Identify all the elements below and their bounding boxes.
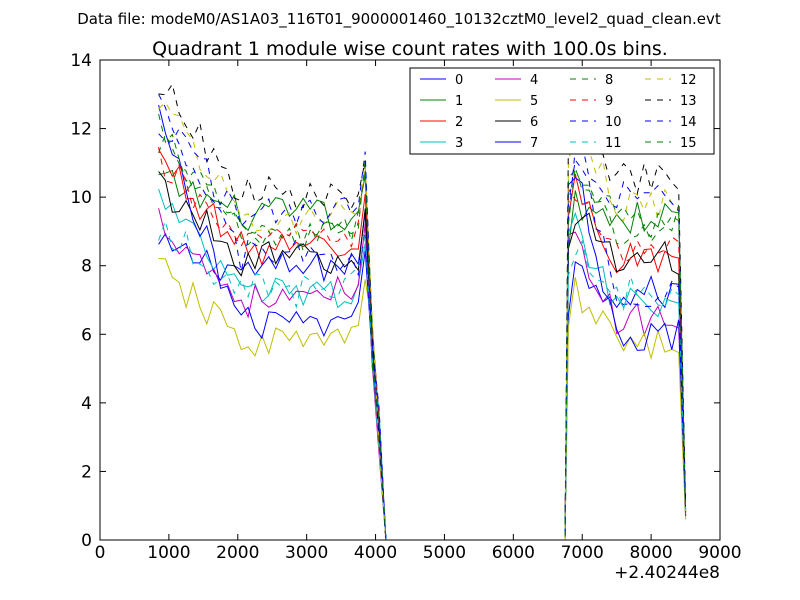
- legend-label-5: 5: [530, 94, 538, 109]
- legend-label-8: 8: [605, 73, 613, 88]
- x-offset-label: +2.40244e8: [614, 563, 720, 583]
- axes-ticks: 0 1000 2000 3000 4000 5000 6000 7000 8000 9000 0 2 4…: [70, 51, 741, 563]
- x-tick-label: 6000: [492, 543, 535, 563]
- series-line-0: [158, 212, 687, 541]
- x-tick-label: 1000: [147, 543, 190, 563]
- x-tick-label: 5000: [423, 543, 466, 563]
- x-tick-label: 9000: [698, 543, 741, 563]
- legend-box: [409, 67, 715, 155]
- legend-label-4: 4: [530, 73, 538, 88]
- chart-title: Quadrant 1 module wise count rates with …: [152, 38, 668, 60]
- legend-label-2: 2: [455, 115, 463, 130]
- series-line-13: [158, 82, 687, 541]
- legend-label-15: 15: [680, 136, 697, 151]
- series-line-9: [158, 146, 687, 541]
- y-tick-label: 4: [81, 394, 92, 414]
- legend-label-11: 11: [605, 136, 622, 151]
- legend-label-10: 10: [605, 115, 622, 130]
- legend-label-13: 13: [680, 94, 697, 109]
- x-tick-label: 2000: [216, 543, 259, 563]
- y-tick-label: 12: [70, 120, 92, 140]
- legend-label-1: 1: [455, 94, 463, 109]
- legend-label-9: 9: [605, 94, 613, 109]
- chart-suptitle: Data file: modeM0/AS1A03_116T01_90000014…: [77, 10, 721, 29]
- x-tick-label: 3000: [285, 543, 328, 563]
- legend-label-14: 14: [680, 115, 697, 130]
- plot-frame: [99, 59, 721, 541]
- legend-label-12: 12: [680, 73, 697, 88]
- y-tick-label: 14: [70, 51, 92, 71]
- series-line-7: [158, 104, 687, 541]
- legend-label-6: 6: [530, 115, 538, 130]
- series-line-4: [158, 208, 687, 541]
- legend-label-7: 7: [530, 136, 538, 151]
- x-tick-label: 4000: [354, 543, 397, 563]
- x-tick-label: 8000: [629, 543, 672, 563]
- series-line-15: [158, 133, 687, 541]
- y-tick-label: 2: [81, 462, 92, 482]
- y-tick-label: 8: [81, 257, 92, 277]
- legend-label-0: 0: [455, 73, 463, 88]
- x-tick-label: 7000: [561, 543, 604, 563]
- y-tick-label: 6: [81, 325, 92, 345]
- y-tick-label: 0: [81, 531, 92, 551]
- legend-label-3: 3: [455, 136, 463, 151]
- x-tick-label: 0: [95, 543, 106, 563]
- series-line-14: [158, 127, 687, 541]
- series-line-11: [158, 219, 687, 541]
- series-line-8: [158, 113, 687, 541]
- y-tick-label: 10: [70, 188, 92, 208]
